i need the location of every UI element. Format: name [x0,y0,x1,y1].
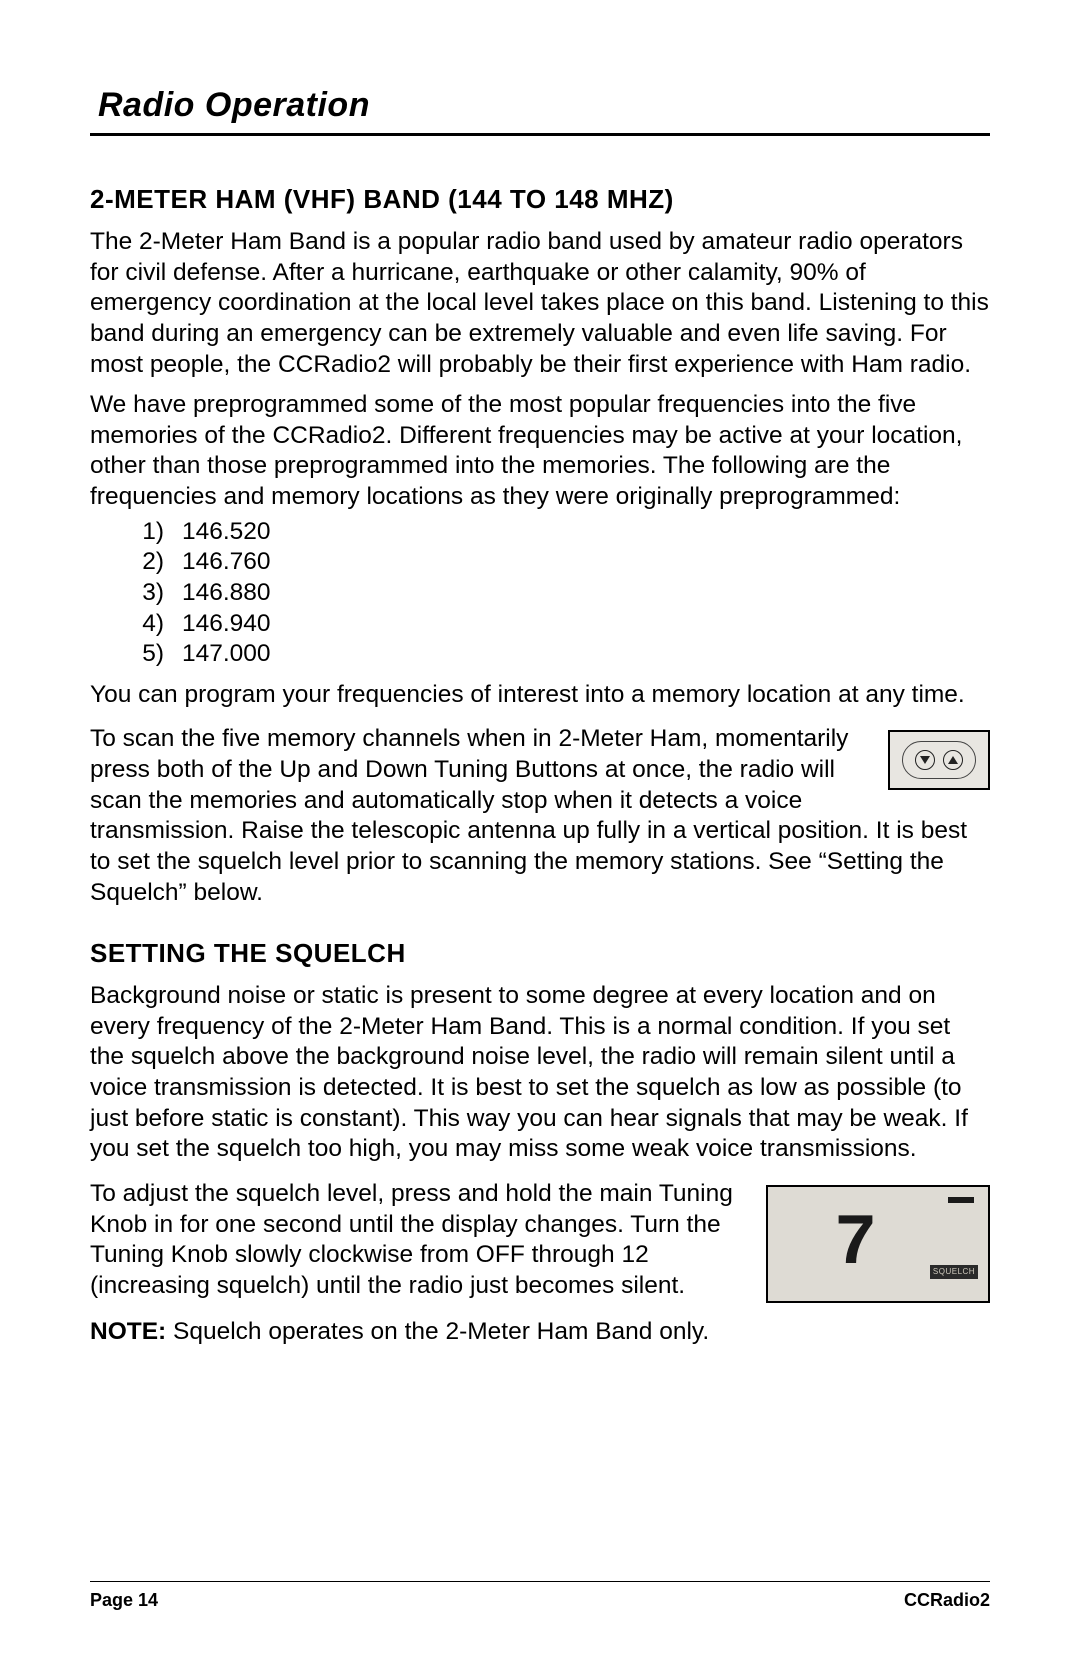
list-item: 4) 146.940 [138,609,990,640]
body-paragraph: To scan the five memory channels when in… [90,724,990,908]
list-item: 3) 146.880 [138,578,990,609]
list-number: 1) [138,517,164,548]
product-name: CCRadio2 [904,1590,990,1611]
squelch-display-illustration: 7 SQUELCH [766,1185,990,1303]
list-value: 146.760 [182,547,271,578]
body-paragraph: The 2-Meter Ham Band is a popular radio … [90,227,990,380]
note-paragraph: NOTE: Squelch operates on the 2-Meter Ha… [90,1317,990,1348]
list-item: 1) 146.520 [138,517,990,548]
page-number: Page 14 [90,1590,158,1611]
list-value: 146.940 [182,609,271,640]
squelch-value: 7 [834,1203,879,1285]
up-arrow-icon [943,750,963,770]
frequency-list: 1) 146.520 2) 146.760 3) 146.880 4) 146.… [138,517,990,670]
page-title: Radio Operation [98,86,990,125]
body-paragraph: Background noise or static is present to… [90,981,990,1165]
footer-rule [90,1581,990,1582]
list-value: 146.880 [182,578,271,609]
list-number: 2) [138,547,164,578]
note-label: NOTE: [90,1318,166,1345]
list-number: 3) [138,578,164,609]
title-rule [90,133,990,136]
list-item: 2) 146.760 [138,547,990,578]
list-value: 146.520 [182,517,271,548]
manual-page: Radio Operation 2-METER HAM (VHF) BAND (… [0,0,1080,1669]
down-arrow-icon [915,750,935,770]
page-footer: Page 14 CCRadio2 [90,1581,990,1611]
note-text: Squelch operates on the 2-Meter Ham Band… [166,1318,709,1345]
list-item: 5) 147.000 [138,639,990,670]
dash-icon [948,1197,974,1203]
list-number: 5) [138,639,164,670]
tuning-buttons-illustration [888,730,990,790]
list-value: 147.000 [182,639,271,670]
section-heading-squelch: SETTING THE SQUELCH [90,938,990,969]
squelch-label: SQUELCH [930,1265,978,1279]
list-number: 4) [138,609,164,640]
body-paragraph: We have preprogrammed some of the most p… [90,390,990,513]
body-paragraph: You can program your frequencies of inte… [90,680,990,711]
section-heading-ham-band: 2-METER HAM (VHF) BAND (144 TO 148 MHZ) [90,184,990,215]
